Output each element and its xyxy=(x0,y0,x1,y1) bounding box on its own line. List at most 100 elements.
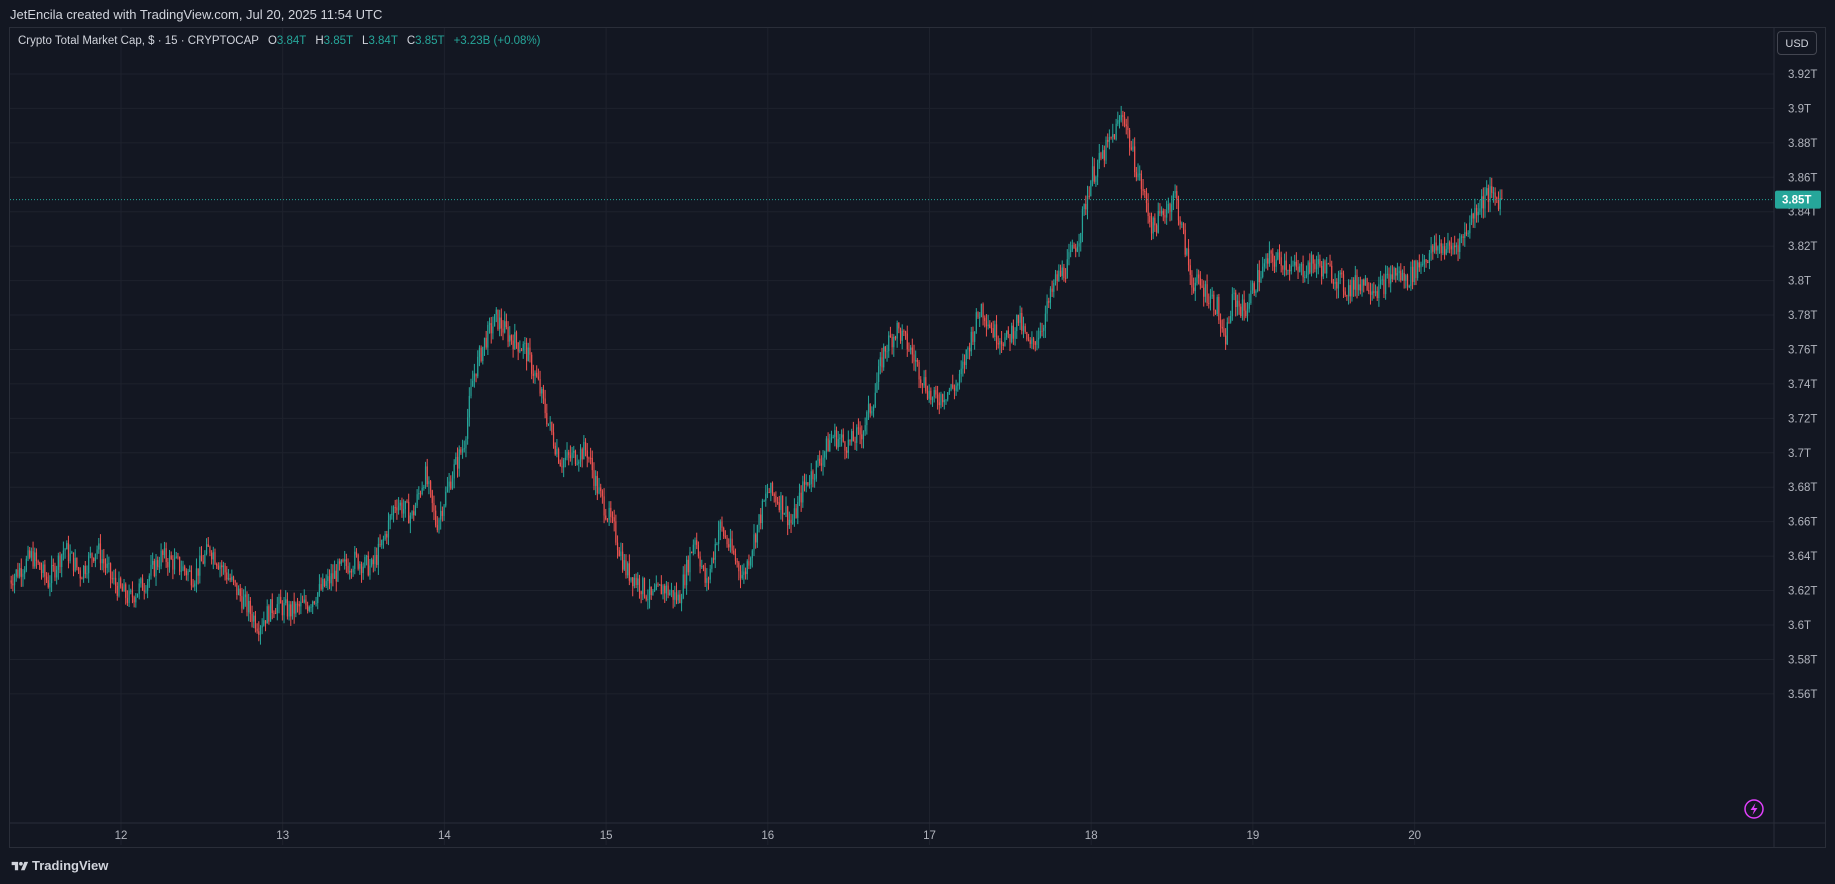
candle-body xyxy=(654,590,656,592)
candle-body xyxy=(1193,287,1195,292)
candle-body xyxy=(584,441,587,451)
candle-body xyxy=(1262,266,1264,277)
candle-body xyxy=(226,572,228,580)
candle-body xyxy=(64,549,66,551)
candle-body xyxy=(768,492,770,494)
candle-body xyxy=(249,601,251,614)
candle-body xyxy=(659,584,661,586)
candle-body xyxy=(820,463,822,466)
candle-body xyxy=(856,427,858,443)
candle-body xyxy=(1081,208,1084,233)
candle-body xyxy=(15,569,17,577)
candle-body xyxy=(1417,262,1419,279)
candle-body xyxy=(638,578,641,592)
candle-body xyxy=(1039,330,1041,338)
candle-body xyxy=(54,566,56,578)
candle-body xyxy=(1450,245,1452,250)
candle-body xyxy=(1366,278,1368,291)
candle-body xyxy=(928,390,930,399)
candle-body xyxy=(1359,284,1361,291)
footer-brand[interactable]: TradingView xyxy=(32,858,109,873)
candle-body xyxy=(1312,255,1314,264)
candle-body xyxy=(173,557,176,570)
candle-body xyxy=(1117,120,1119,124)
candle-body xyxy=(1470,213,1473,223)
candle-body xyxy=(499,317,501,330)
candle-body xyxy=(840,434,843,438)
candle-body xyxy=(945,399,947,401)
candle-body xyxy=(1337,274,1340,289)
candle-body xyxy=(1310,255,1313,273)
price-tick-label: 3.66T xyxy=(1788,517,1817,529)
price-tick-label: 3.82T xyxy=(1788,241,1817,253)
candle-body xyxy=(408,501,410,524)
candle-body xyxy=(839,437,841,440)
candle-body xyxy=(259,627,262,635)
symbol-title[interactable]: Crypto Total Market Cap, $ · 15 · CRYPTO… xyxy=(18,35,259,47)
candle-body xyxy=(790,519,792,524)
candle-body xyxy=(1181,223,1183,225)
price-axis[interactable]: 3.56T 3.58T 3.6T 3.62T 3.64T 3.66T 3.68T 3.7T 3.… xyxy=(1788,69,1817,701)
candle-body xyxy=(539,379,541,394)
candle-body xyxy=(1329,263,1331,266)
candle-body xyxy=(1250,290,1252,304)
candle-body xyxy=(743,571,745,575)
candle-body xyxy=(605,515,607,520)
candle-body xyxy=(337,561,339,582)
candle-body xyxy=(696,540,698,545)
candle-body xyxy=(291,601,294,617)
candle-body xyxy=(192,585,194,587)
candle-body xyxy=(862,431,865,440)
time-axis[interactable]: 12 13 14 15 16 17 18 19 20 xyxy=(115,830,1421,842)
candle-body xyxy=(1492,192,1495,194)
candle-body xyxy=(793,508,796,523)
candle-body xyxy=(507,327,509,342)
candle-body xyxy=(1378,284,1380,299)
candle-body xyxy=(963,361,966,366)
candle-body xyxy=(990,328,993,330)
candle-body xyxy=(803,481,806,485)
candle-body xyxy=(1075,248,1077,252)
candle-body xyxy=(748,561,750,566)
candle-body xyxy=(926,391,929,399)
candle-body xyxy=(1307,262,1309,275)
candle-body xyxy=(525,342,528,362)
candle-body xyxy=(1223,328,1225,336)
price-chart[interactable]: 3.56T 3.58T 3.6T 3.62T 3.64T 3.66T 3.68T 3.7T 3.… xyxy=(10,28,1826,848)
candle-body xyxy=(44,564,46,577)
candle-body xyxy=(1038,337,1040,340)
candle-body xyxy=(143,590,145,592)
candle-body xyxy=(1093,166,1095,182)
candle-body xyxy=(1226,322,1228,345)
candle-body xyxy=(566,452,568,458)
candle-body xyxy=(106,563,108,568)
candle-body xyxy=(1459,238,1461,252)
candle-body xyxy=(844,441,846,451)
candle-body xyxy=(477,356,479,377)
candle-body xyxy=(1487,188,1489,203)
lightning-bolt-icon[interactable] xyxy=(1743,798,1765,820)
candle-body xyxy=(1144,191,1146,193)
candle-body xyxy=(704,567,706,583)
candle-body xyxy=(303,599,305,603)
candle-body xyxy=(115,577,117,586)
candle-body xyxy=(1482,196,1484,209)
candle-body xyxy=(1132,146,1134,150)
candle-body xyxy=(1167,203,1169,210)
candle-body xyxy=(948,390,950,393)
candle-body xyxy=(995,324,998,343)
currency-button[interactable]: USD xyxy=(1777,31,1817,55)
candle-body xyxy=(846,450,848,453)
footer-bar xyxy=(0,848,1835,884)
candle-body xyxy=(455,456,457,465)
candle-body xyxy=(67,543,70,562)
candle-body xyxy=(731,538,733,551)
candle-body xyxy=(1418,262,1420,268)
candle-body xyxy=(72,552,75,571)
candle-body xyxy=(884,346,886,352)
candle-body xyxy=(625,560,627,576)
candle-body xyxy=(138,583,140,594)
candle-body xyxy=(1324,261,1326,274)
candle-body xyxy=(428,481,430,485)
tradingview-logo-icon[interactable] xyxy=(10,860,30,873)
